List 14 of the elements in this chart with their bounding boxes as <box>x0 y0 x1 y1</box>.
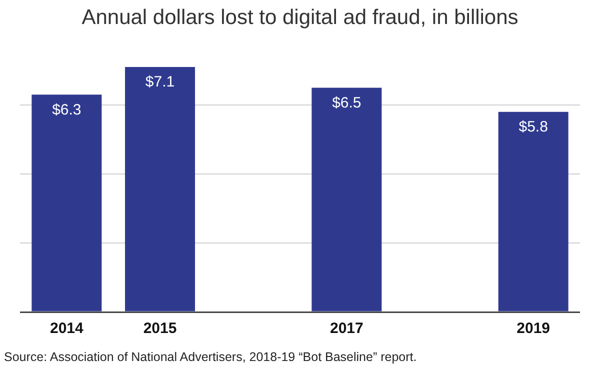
chart-title: Annual dollars lost to digital ad fraud, in billions <box>80 6 520 30</box>
data-label: $7.1 <box>145 74 175 91</box>
data-label: $5.8 <box>518 118 548 136</box>
data-label: $6.3 <box>52 101 82 118</box>
source-note: Source: Association of National Advertisers, 2018-19 “Bot Baseline” report. <box>4 350 417 364</box>
bar <box>32 94 102 312</box>
bar <box>125 67 195 312</box>
x-tick-label: 2015 <box>143 320 177 338</box>
bar <box>312 88 382 312</box>
bar <box>498 112 568 312</box>
x-tick-label: 2014 <box>50 320 84 338</box>
x-tick-label: 2019 <box>516 320 550 338</box>
data-label: $6.5 <box>332 94 362 112</box>
x-tick-label: 2017 <box>330 320 364 338</box>
